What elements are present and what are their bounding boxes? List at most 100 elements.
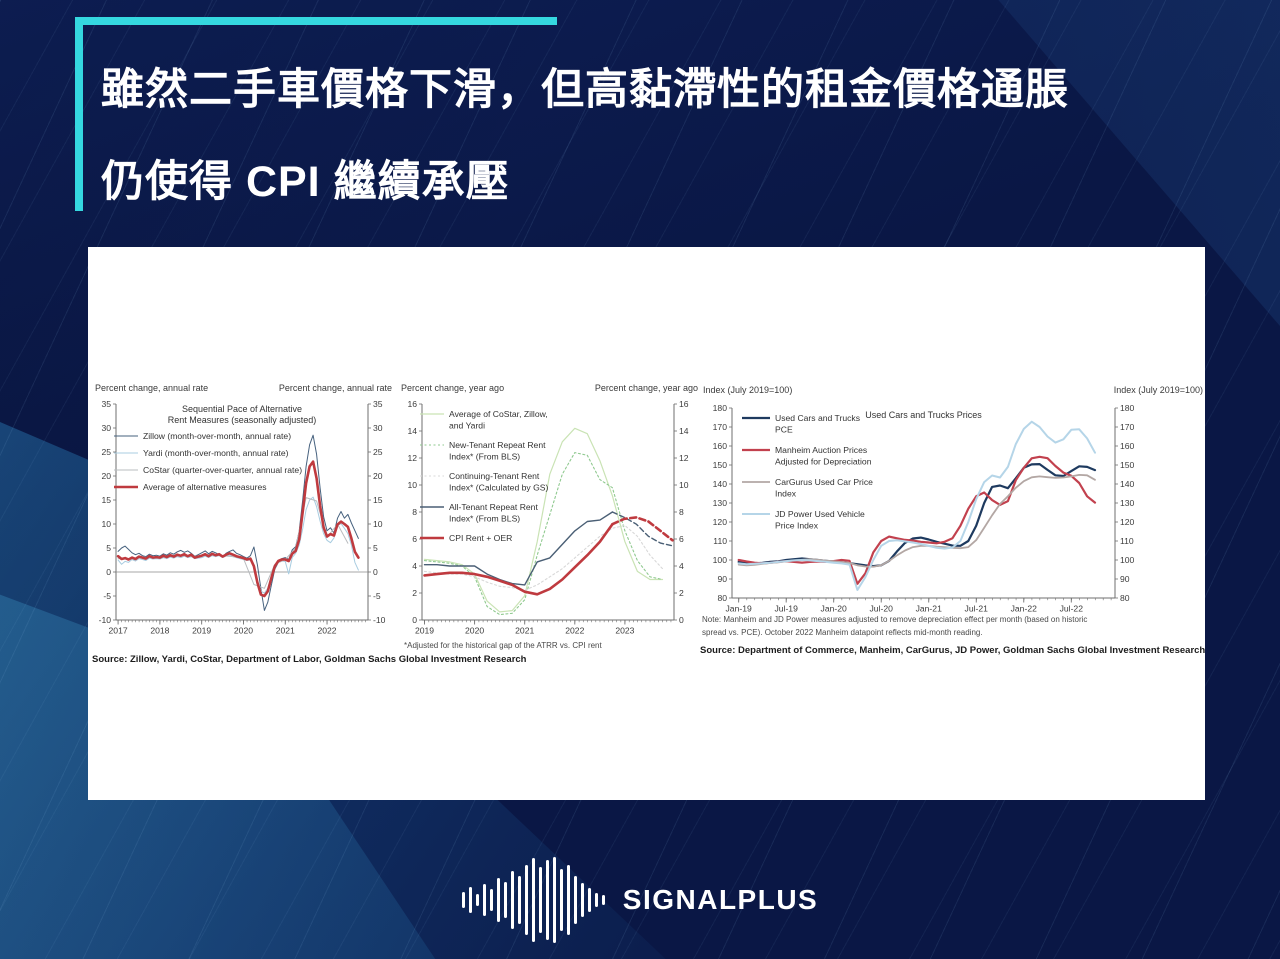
svg-text:25: 25: [101, 447, 111, 457]
svg-text:180: 180: [713, 403, 728, 413]
svg-text:5: 5: [106, 543, 111, 553]
svg-text:0: 0: [373, 567, 378, 577]
svg-text:Jan-20: Jan-20: [821, 604, 847, 614]
svg-text:80: 80: [1120, 593, 1130, 603]
series-line: [611, 516, 674, 542]
svg-text:20: 20: [373, 471, 383, 481]
brand-name: SIGNALPLUS: [622, 884, 819, 915]
svg-text:130: 130: [1120, 498, 1135, 508]
svg-text:20: 20: [101, 471, 111, 481]
legend-label: Adjusted for Depreciation: [775, 457, 872, 467]
legend-label: JD Power Used Vehicle: [775, 509, 865, 519]
title-accent-top-bar: [75, 17, 557, 25]
svg-text:170: 170: [713, 422, 728, 432]
series-line: [423, 524, 664, 591]
svg-text:6: 6: [679, 534, 684, 544]
axis-label-right: Percent change, year ago: [594, 383, 698, 393]
waveform-bar: [552, 857, 556, 943]
svg-text:12: 12: [679, 453, 689, 463]
legend-label: Index* (From BLS): [449, 452, 520, 462]
legend-label: Average of alternative measures: [143, 482, 267, 492]
legend-label: Used Cars and Trucks: [775, 413, 860, 423]
source-text-left: Source: Zillow, Yardi, CoStar, Departmen…: [92, 654, 527, 665]
svg-text:-10: -10: [373, 615, 386, 625]
svg-text:5: 5: [373, 543, 378, 553]
waveform-bar: [489, 889, 493, 911]
svg-text:14: 14: [407, 426, 417, 436]
chart-alternative-rent-measures: Percent change, annual rate Percent chan…: [92, 383, 392, 643]
waveform-bar: [524, 865, 528, 935]
svg-text:2019: 2019: [415, 626, 434, 636]
series-line: [117, 496, 359, 594]
svg-text:Jan-19: Jan-19: [726, 604, 752, 614]
waveform-bar: [496, 878, 500, 922]
series-line: [611, 511, 674, 547]
svg-text:25: 25: [373, 447, 383, 457]
legend-label: Zillow (month-over-month, annual rate): [143, 431, 291, 441]
waveform-bar: [475, 894, 479, 906]
svg-text:2022: 2022: [317, 626, 336, 636]
legend-label: Index* (Calculated by GS): [449, 483, 548, 493]
charts-panel: Percent change, annual rate Percent chan…: [88, 247, 1205, 800]
svg-text:2: 2: [679, 588, 684, 598]
waveform-bar: [510, 871, 514, 929]
waveform-bar: [538, 867, 542, 933]
svg-text:30: 30: [101, 423, 111, 433]
svg-text:160: 160: [1120, 441, 1135, 451]
source-text-right: Source: Department of Commerce, Manheim,…: [700, 645, 1206, 656]
legend-label: All-Tenant Repeat Rent: [449, 502, 538, 512]
series-line: [117, 434, 359, 611]
svg-text:4: 4: [679, 561, 684, 571]
svg-text:120: 120: [713, 517, 728, 527]
svg-text:150: 150: [713, 460, 728, 470]
waveform-bar: [594, 893, 598, 907]
svg-text:16: 16: [679, 399, 689, 409]
svg-text:10: 10: [373, 519, 383, 529]
svg-text:90: 90: [1120, 574, 1130, 584]
svg-text:2021: 2021: [515, 626, 534, 636]
waveform-bar: [482, 884, 486, 916]
svg-text:2019: 2019: [192, 626, 211, 636]
svg-text:Rent Measures (seasonally adju: Rent Measures (seasonally adjusted): [168, 415, 317, 425]
waveform-bar: [566, 865, 570, 935]
legend-label: Continuing-Tenant Rent: [449, 471, 540, 481]
svg-text:14: 14: [679, 426, 689, 436]
svg-text:120: 120: [1120, 517, 1135, 527]
waveform-bar: [580, 883, 584, 917]
svg-text:10: 10: [407, 480, 417, 490]
svg-text:2017: 2017: [109, 626, 128, 636]
waveform-bar: [503, 882, 507, 918]
waveform-bar: [461, 892, 465, 908]
svg-text:-10: -10: [99, 615, 112, 625]
svg-text:110: 110: [1120, 536, 1134, 546]
svg-text:90: 90: [717, 574, 727, 584]
svg-text:100: 100: [713, 555, 728, 565]
series-line: [737, 455, 1097, 585]
svg-text:10: 10: [101, 519, 111, 529]
waveform-bar: [468, 887, 472, 913]
legend-label: PCE: [775, 425, 793, 435]
svg-text:140: 140: [713, 479, 728, 489]
svg-text:2022: 2022: [565, 626, 584, 636]
svg-text:8: 8: [679, 507, 684, 517]
waveform-bar: [559, 869, 563, 931]
slide-title-line1: 雖然二手車價格下滑，但高黏滯性的租金價格通脹: [101, 66, 1069, 114]
svg-text:Jul-19: Jul-19: [774, 604, 798, 614]
legend-label: New-Tenant Repeat Rent: [449, 440, 546, 450]
svg-text:15: 15: [373, 495, 383, 505]
axis-label-left: Percent change, annual rate: [95, 383, 209, 393]
series-line: [423, 452, 664, 616]
legend-label: CoStar (quarter-over-quarter, annual rat…: [143, 465, 302, 475]
svg-text:110: 110: [713, 536, 727, 546]
svg-text:Jan-22: Jan-22: [1011, 604, 1037, 614]
legend-label: Manheim Auction Prices: [775, 445, 867, 455]
svg-text:35: 35: [373, 399, 383, 409]
series-line: [116, 460, 360, 598]
svg-text:6: 6: [412, 534, 417, 544]
svg-text:130: 130: [713, 498, 728, 508]
svg-text:-5: -5: [373, 591, 381, 601]
waveform-bar: [573, 876, 577, 924]
axis-label-left: Percent change, year ago: [401, 383, 505, 393]
svg-text:12: 12: [407, 453, 417, 463]
